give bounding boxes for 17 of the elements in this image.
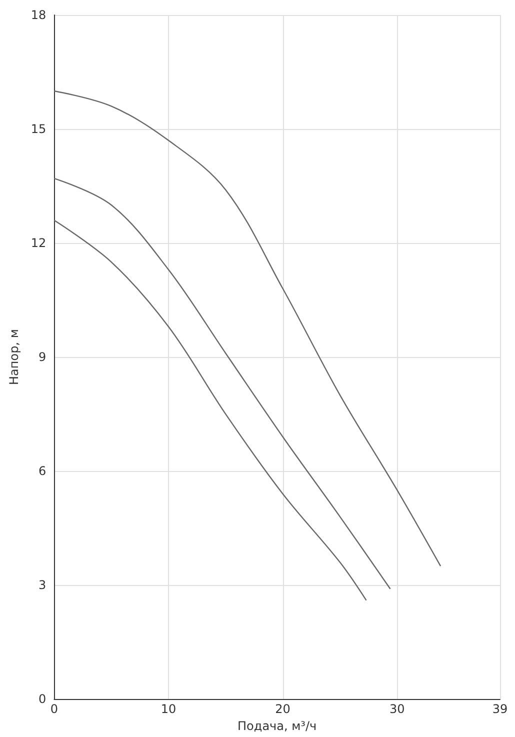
y-axis-title: Напор, м: [7, 329, 21, 385]
y-tick-label: 12: [30, 236, 46, 250]
y-tick-label: 3: [38, 578, 46, 592]
y-tick-label: 6: [38, 464, 46, 478]
x-tick-label: 20: [275, 702, 290, 716]
y-tick-label: 9: [38, 350, 46, 364]
x-tick-label: 39: [492, 702, 508, 716]
line-series: [54, 90, 442, 567]
line-series: [54, 220, 367, 601]
y-tick-label: 15: [30, 122, 46, 136]
x-tick-label: 30: [389, 702, 405, 716]
x-tick-label: 10: [160, 702, 176, 716]
x-tick-label: 0: [50, 702, 58, 716]
x-axis-title: Подача, м³/ч: [238, 719, 317, 733]
y-tick-label: 0: [38, 692, 46, 706]
y-tick-label: 18: [30, 8, 46, 22]
line-series: [54, 178, 391, 590]
